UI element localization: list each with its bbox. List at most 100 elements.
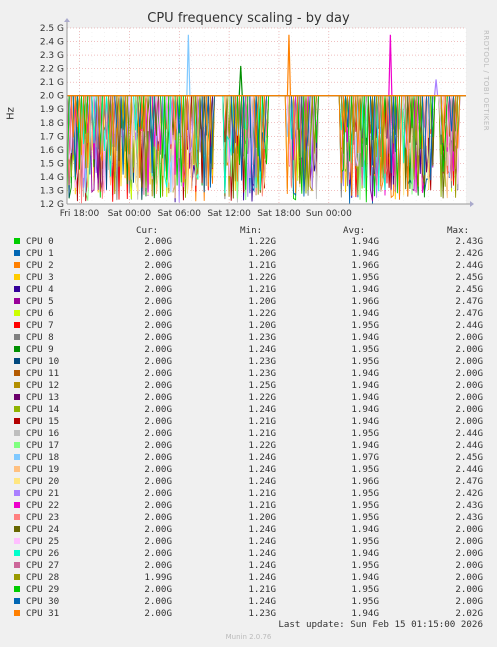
legend-avg: 1.94G (351, 524, 379, 535)
legend-cur: 2.00G (144, 284, 172, 295)
col-header-cur: Cur: (136, 225, 159, 236)
legend-min: 1.24G (248, 548, 276, 559)
legend-cur: 2.00G (144, 500, 172, 511)
legend-name: CPU 20 (26, 476, 60, 487)
rrdtool-watermark: RRDTOOL / TOBI OETIKER (482, 30, 490, 132)
legend-max: 2.43G (455, 500, 483, 511)
legend-min: 1.21G (248, 500, 276, 511)
x-tick-label: Sun 00:00 (306, 209, 352, 219)
legend-avg: 1.94G (351, 332, 379, 343)
col-header-max: Max: (447, 225, 470, 236)
x-tick-labels: Fri 18:00 Sat 00:00 Sat 06:00 Sat 12:00 Sat … (60, 209, 352, 219)
legend-swatch (14, 274, 20, 280)
legend-avg: 1.96G (351, 296, 379, 307)
legend-swatch (14, 334, 20, 340)
legend-swatch (14, 574, 20, 580)
legend-avg: 1.95G (351, 428, 379, 439)
legend-cur: 2.00G (144, 380, 172, 391)
legend-name: CPU 8 (26, 332, 54, 343)
legend-name: CPU 9 (26, 344, 54, 355)
legend-min: 1.24G (248, 596, 276, 607)
legend-min: 1.21G (248, 260, 276, 271)
x-tick-label: Sat 12:00 (207, 209, 251, 219)
legend-max: 2.00G (455, 560, 483, 571)
legend-min: 1.24G (248, 572, 276, 583)
legend-cur: 2.00G (144, 392, 172, 403)
legend-cur: 2.00G (144, 236, 172, 247)
y-tick-label: 2.2 G (40, 65, 64, 75)
legend-avg: 1.95G (351, 488, 379, 499)
legend-min: 1.20G (248, 248, 276, 259)
legend-cur: 2.00G (144, 464, 172, 475)
legend-cur: 2.00G (144, 332, 172, 343)
legend-min: 1.24G (248, 344, 276, 355)
legend-max: 2.00G (455, 416, 483, 427)
legend-swatch (14, 442, 20, 448)
legend-max: 2.00G (455, 404, 483, 415)
y-tick-label: 2.0 G (40, 92, 64, 102)
munin-version: Munin 2.0.76 (225, 633, 272, 641)
legend-name: CPU 6 (26, 308, 54, 319)
series-spike (433, 79, 439, 96)
legend-swatch (14, 502, 20, 508)
legend-name: CPU 16 (26, 428, 60, 439)
legend-min: 1.20G (248, 512, 276, 523)
series-spike (388, 34, 393, 96)
legend-min: 1.23G (248, 356, 276, 367)
col-header-avg: Avg: (343, 225, 366, 236)
legend-avg: 1.94G (351, 380, 379, 391)
legend-name: CPU 22 (26, 500, 60, 511)
legend-name: CPU 12 (26, 380, 60, 391)
y-tick-label: 1.6 G (40, 146, 64, 156)
series-spike (286, 34, 292, 96)
legend-swatch (14, 238, 20, 244)
legend-name: CPU 21 (26, 488, 60, 499)
legend-avg: 1.95G (351, 464, 379, 475)
y-tick-label: 1.4 G (40, 173, 64, 183)
legend-max: 2.00G (455, 332, 483, 343)
legend-name: CPU 26 (26, 548, 60, 559)
legend-avg: 1.94G (351, 236, 379, 247)
legend-min: 1.24G (248, 536, 276, 547)
y-tick-label: 1.7 G (40, 132, 64, 142)
legend-swatch (14, 490, 20, 496)
legend-cur: 2.00G (144, 356, 172, 367)
legend-name: CPU 7 (26, 320, 54, 331)
legend-max: 2.47G (455, 308, 483, 319)
legend-max: 2.00G (455, 596, 483, 607)
legend-cur: 2.00G (144, 536, 172, 547)
legend-max: 2.00G (455, 392, 483, 403)
legend-swatch (14, 526, 20, 532)
plot-area: 1.2 G 1.3 G 1.4 G 1.5 G 1.6 G 1.7 G 1.8 G 1.9 G… (40, 18, 474, 219)
legend-avg: 1.95G (351, 356, 379, 367)
legend-name: CPU 29 (26, 584, 60, 595)
legend-avg: 1.94G (351, 404, 379, 415)
legend-avg: 1.94G (351, 416, 379, 427)
legend-name: CPU 18 (26, 452, 60, 463)
legend-avg: 1.94G (351, 284, 379, 295)
y-tick-label: 2.4 G (40, 38, 64, 48)
legend-max: 2.47G (455, 296, 483, 307)
col-header-min: Min: (240, 225, 263, 236)
y-tick-label: 2.1 G (40, 78, 64, 88)
legend-cur: 2.00G (144, 320, 172, 331)
legend-max: 2.00G (455, 524, 483, 535)
legend-name: CPU 31 (26, 608, 60, 619)
legend-cur: 2.00G (144, 404, 172, 415)
y-tick-label: 1.9 G (40, 105, 64, 115)
legend-name: CPU 11 (26, 368, 60, 379)
x-tick-label: Sat 06:00 (157, 209, 201, 219)
legend-max: 2.44G (455, 320, 483, 331)
legend-cur: 2.00G (144, 524, 172, 535)
legend-cur: 2.00G (144, 428, 172, 439)
legend-min: 1.21G (248, 284, 276, 295)
legend-min: 1.23G (248, 608, 276, 619)
legend-max: 2.00G (455, 380, 483, 391)
legend-name: CPU 17 (26, 440, 60, 451)
legend-swatch (14, 478, 20, 484)
legend-name: CPU 25 (26, 536, 60, 547)
legend-swatch (14, 610, 20, 616)
y-tick-labels: 1.2 G 1.3 G 1.4 G 1.5 G 1.6 G 1.7 G 1.8 G 1.9 G… (40, 24, 64, 210)
legend-swatch (14, 310, 20, 316)
legend-avg: 1.94G (351, 608, 379, 619)
